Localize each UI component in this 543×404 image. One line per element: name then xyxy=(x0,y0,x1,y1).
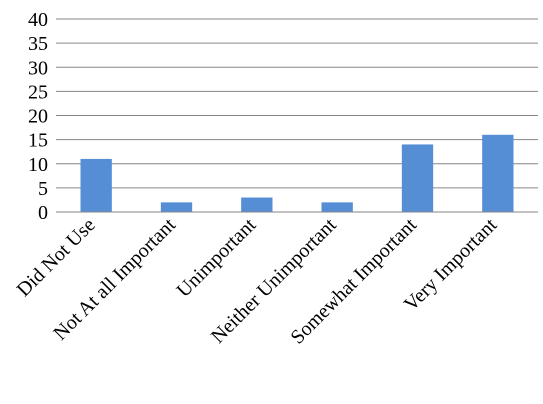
bar xyxy=(241,197,273,212)
gridlines xyxy=(56,18,538,189)
bar xyxy=(160,202,193,212)
y-tick-label: 15 xyxy=(28,130,48,152)
bar xyxy=(482,134,514,212)
y-tick-label: 10 xyxy=(28,154,48,176)
y-tick-label: 20 xyxy=(28,106,48,128)
y-tick-label: 25 xyxy=(28,81,48,103)
y-tick-label: 35 xyxy=(28,33,48,55)
bar xyxy=(321,202,353,212)
bar xyxy=(80,158,112,212)
y-tick-label: 40 xyxy=(28,9,48,31)
y-tick-label: 5 xyxy=(38,178,48,200)
bars xyxy=(80,134,514,212)
bar xyxy=(401,144,434,212)
x-category-label: Unimportant xyxy=(173,214,261,302)
x-category-label: Did Not Use xyxy=(13,214,100,301)
y-tick-label: 30 xyxy=(28,57,48,79)
y-tick-label: 0 xyxy=(38,202,48,224)
